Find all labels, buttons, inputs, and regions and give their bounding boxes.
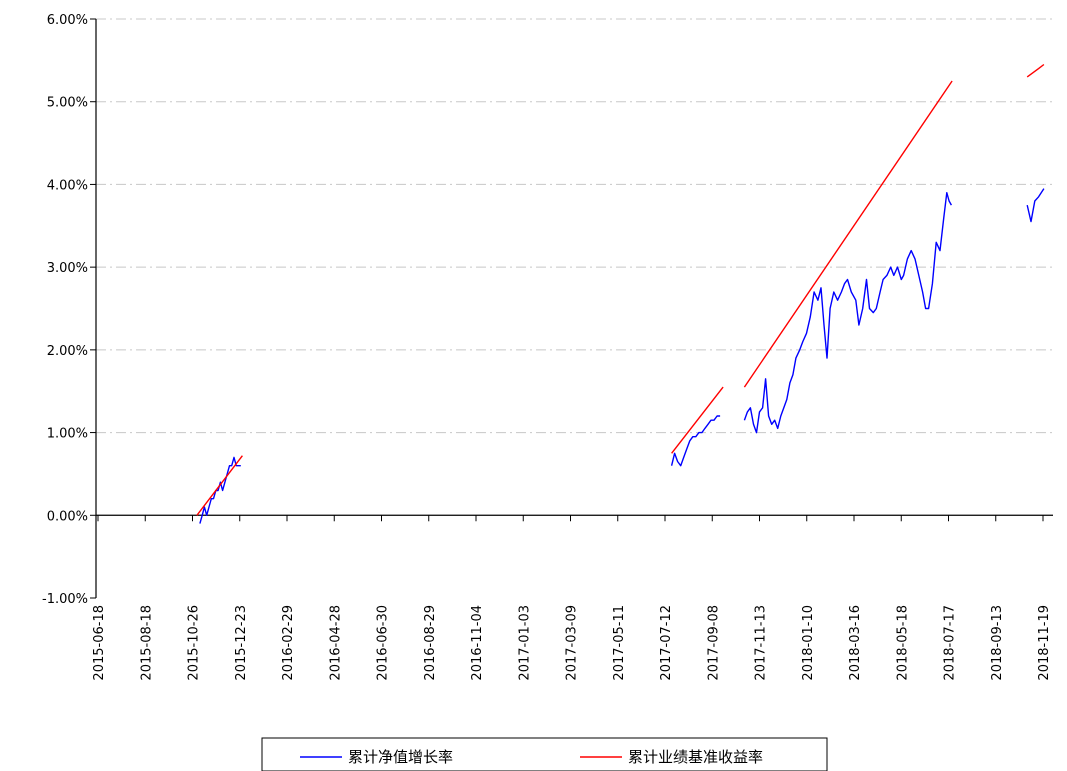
y-tick-label: 1.00%: [47, 427, 88, 442]
series-1: [196, 63, 1045, 516]
x-tick-label: 2018-03-16: [848, 605, 863, 681]
series-1-segment-2: [743, 80, 953, 388]
gridlines: [96, 18, 1053, 434]
legend-label-1: 累计业绩基准收益率: [628, 748, 763, 766]
y-tick-label: 6.00%: [47, 13, 88, 28]
x-tick-label: 2015-10-26: [187, 605, 202, 681]
y-tick-label: 4.00%: [47, 178, 88, 193]
series-1-segment-3: [1026, 63, 1045, 78]
x-tick-label: 2016-11-04: [470, 605, 485, 681]
y-tick-label: 2.00%: [47, 344, 88, 359]
series-1-segment-1: [671, 386, 724, 454]
x-tick-label: 2017-07-12: [659, 605, 674, 681]
series-0-segment-3: [1026, 188, 1045, 223]
x-tick-label: 2016-02-29: [281, 605, 296, 681]
series-0-segment-0: [199, 456, 241, 524]
x-tick-label: 2017-09-08: [706, 605, 721, 681]
series-1-segment-0: [196, 455, 243, 516]
y-tick-label: 5.00%: [47, 96, 88, 111]
legend: 累计净值增长率 累计业绩基准收益率: [261, 737, 828, 771]
legend-label-0: 累计净值增长率: [348, 748, 453, 766]
x-tick-label: 2017-11-13: [754, 605, 769, 681]
x-tick-label: 2016-04-28: [328, 605, 343, 681]
x-tick-label: 2018-05-18: [895, 605, 910, 681]
x-tick-label: 2018-11-19: [1037, 605, 1052, 681]
x-tick-label: 2016-08-29: [423, 605, 438, 681]
x-tick-label: 2016-06-30: [376, 605, 391, 681]
series-0: [199, 188, 1045, 524]
series-0-segment-1: [670, 415, 721, 467]
x-tick-label: 2015-12-23: [234, 605, 249, 681]
x-tick-label: 2018-07-17: [943, 605, 958, 681]
y-tick-label: 3.00%: [47, 261, 88, 276]
x-tick-label: 2015-08-18: [139, 605, 154, 681]
x-tick-label: 2017-01-03: [517, 605, 532, 681]
y-tick-label: 0.00%: [47, 509, 88, 524]
x-tick-label: 2018-01-10: [801, 605, 816, 681]
x-tick-label: 2017-03-09: [565, 605, 580, 681]
x-tick-label: 2017-05-11: [612, 605, 627, 681]
x-tick-label: 2015-06-18: [92, 605, 107, 681]
series-0-segment-2: [743, 191, 953, 434]
series-layer: [196, 63, 1045, 524]
y-tick-label: -1.00%: [42, 592, 88, 607]
x-axis: 2015-06-18 2015-08-18 2015-10-26 2015-12-23…: [92, 514, 1053, 681]
x-tick-label: 2018-09-13: [990, 605, 1005, 681]
y-axis: 6.00% 5.00% 4.00% 3.00% 2.00% 1.00% 0.00% -1.00…: [42, 13, 97, 607]
legend-box: [261, 737, 828, 771]
